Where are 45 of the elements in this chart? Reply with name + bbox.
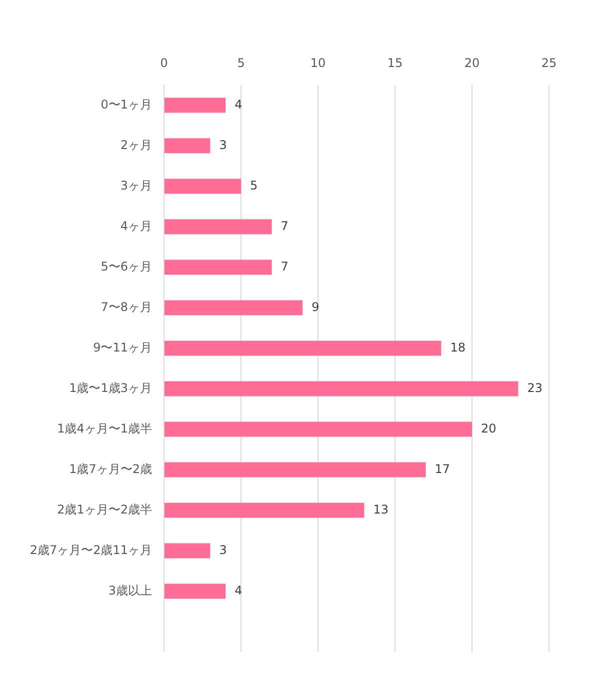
y-tick-label: 4ヶ月 [120,218,152,233]
bar [164,543,210,558]
y-tick-label: 2歳7ヶ月〜2歳11ヶ月 [30,542,152,557]
bar [164,260,272,275]
y-tick-label: 1歳7ヶ月〜2歳 [69,462,152,476]
y-tick-label: 2歳1ヶ月〜2歳半 [57,502,152,516]
y-tick-label: 3ヶ月 [120,178,152,192]
x-tick-label: 25 [541,56,557,70]
bar [164,381,518,396]
y-tick-label: 3歳以上 [108,583,152,598]
bar [164,138,210,154]
data-label: 20 [481,421,496,436]
y-tick-label: 1歳〜1歳3ヶ月 [69,380,152,395]
x-tick-label: 15 [387,56,403,70]
bar [164,584,226,599]
y-tick-label: 1歳4ヶ月〜1歳半 [57,421,152,436]
y-tick-label: 9〜11ヶ月 [93,340,152,354]
data-label: 9 [312,300,320,314]
bar [164,219,272,234]
data-label: 3 [219,542,227,557]
bar [164,502,364,518]
x-tick-label: 10 [310,56,326,70]
data-label: 17 [434,462,450,476]
bar [164,462,426,478]
data-label: 18 [450,340,466,354]
y-tick-label: 5〜6ヶ月 [100,259,152,274]
bar [164,340,442,356]
data-label: 4 [234,97,242,112]
data-label: 7 [280,218,288,233]
data-label: 7 [280,259,288,274]
x-tick-label: 0 [160,56,168,70]
x-tick-label: 20 [464,56,480,70]
bar [164,178,241,194]
bar [164,98,226,113]
data-label: 13 [373,502,388,516]
data-label: 5 [250,178,258,192]
y-tick-label: 7〜8ヶ月 [100,300,152,314]
bar [164,300,303,316]
y-tick-label: 0〜1ヶ月 [100,97,152,112]
x-tick-label: 5 [237,56,245,70]
data-label: 3 [219,138,227,152]
data-label: 4 [234,583,242,598]
y-tick-label: 2ヶ月 [120,138,152,152]
data-label: 23 [527,380,542,395]
bar [164,422,472,437]
